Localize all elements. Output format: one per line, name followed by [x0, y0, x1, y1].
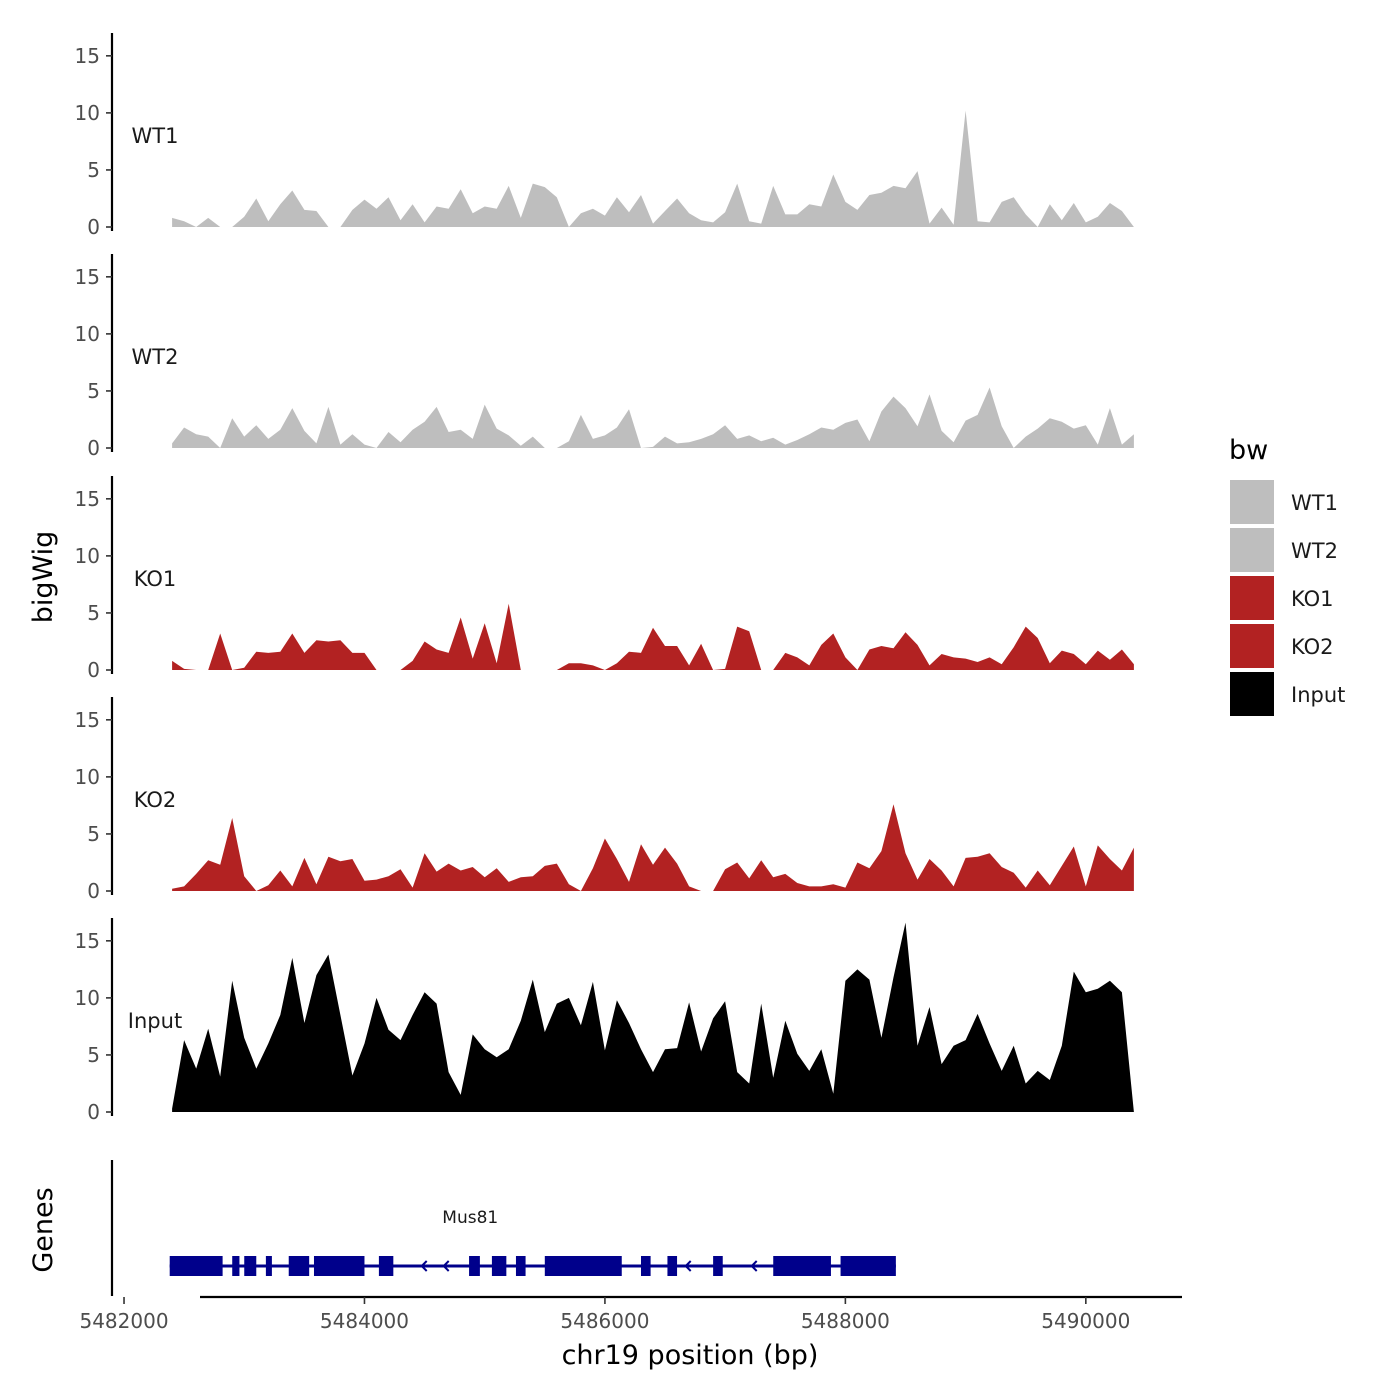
exon-8	[469, 1256, 480, 1276]
legend-label-input: Input	[1291, 683, 1345, 707]
legend-label-ko1: KO1	[1291, 587, 1334, 611]
y-tick-label-wt1-10: 10	[75, 101, 100, 125]
y-tick-label-ko1-0: 0	[87, 658, 100, 682]
genes-axis-title: Genes	[28, 1187, 59, 1272]
y-axis-title: bigWig	[28, 531, 59, 624]
panel-input: 0 5 10 15 Input	[75, 918, 1134, 1124]
legend-swatch-ko2	[1230, 624, 1274, 668]
y-tick-label-wt2-15: 15	[75, 265, 100, 289]
legend-swatch-ko1	[1230, 576, 1274, 620]
strand-arrow	[750, 1260, 758, 1272]
track-label-input: Input	[128, 1009, 182, 1033]
track-panels: 0 5 10 15 WT1 0 5 10 15 WT2 0 5 10 15 KO1 0 5 10 15 KO2 0 5 10…	[75, 33, 1134, 1124]
y-tick-label-input-10: 10	[75, 986, 100, 1010]
exon-10	[515, 1256, 526, 1276]
y-tick-label-wt1-5: 5	[87, 158, 100, 182]
strand-arrow	[684, 1260, 692, 1272]
y-tick-label-ko2-5: 5	[87, 822, 100, 846]
x-axis: 5482000 5484000 5486000 5488000 5490000	[79, 1295, 1182, 1333]
legend-swatch-input	[1230, 672, 1274, 716]
exon-2	[232, 1256, 240, 1276]
track-label-wt1: WT1	[132, 124, 179, 148]
track-label-wt2: WT2	[132, 345, 179, 369]
genes-panel: Mus81	[110, 1160, 896, 1296]
y-tick-label-wt2-10: 10	[75, 322, 100, 346]
x-tick-label-5484000: 5484000	[320, 1309, 409, 1333]
exon-9	[491, 1256, 507, 1276]
strand-arrow	[442, 1260, 450, 1272]
panel-wt1: 0 5 10 15 WT1	[75, 33, 1134, 239]
legend-label-ko2: KO2	[1291, 635, 1334, 659]
y-tick-label-wt2-5: 5	[87, 379, 100, 403]
y-tick-label-input-0: 0	[87, 1100, 100, 1124]
exon-14	[713, 1256, 723, 1276]
y-tick-label-wt2-0: 0	[87, 436, 100, 460]
y-tick-label-input-5: 5	[87, 1043, 100, 1067]
exon-15	[773, 1256, 831, 1276]
legend-title: bw	[1229, 435, 1268, 466]
y-tick-label-wt1-0: 0	[87, 215, 100, 239]
panel-wt2: 0 5 10 15 WT2	[75, 254, 1134, 460]
exon-6	[313, 1256, 365, 1276]
y-tick-label-input-15: 15	[75, 929, 100, 953]
exon-5	[288, 1256, 310, 1276]
area-ko1	[172, 603, 1134, 670]
area-wt2	[172, 387, 1134, 448]
strand-arrow	[420, 1260, 428, 1272]
x-tick-label-5482000: 5482000	[79, 1309, 168, 1333]
gene-label: Mus81	[442, 1208, 498, 1228]
y-tick-label-ko2-0: 0	[87, 879, 100, 903]
legend-swatch-wt2	[1230, 528, 1274, 572]
y-tick-label-ko1-10: 10	[75, 544, 100, 568]
panel-ko1: 0 5 10 15 KO1	[75, 476, 1134, 682]
x-tick-label-5486000: 5486000	[560, 1309, 649, 1333]
gene-mus81: Mus81	[169, 1208, 896, 1276]
area-input	[172, 922, 1134, 1112]
y-tick-label-ko1-5: 5	[87, 601, 100, 625]
legend-label-wt2: WT2	[1291, 539, 1338, 563]
y-tick-label-ko2-10: 10	[75, 765, 100, 789]
track-label-ko1: KO1	[134, 567, 177, 591]
exon-7	[378, 1256, 394, 1276]
y-tick-label-wt1-15: 15	[75, 44, 100, 68]
exon-13	[667, 1256, 678, 1276]
x-tick-label-5488000: 5488000	[801, 1309, 890, 1333]
area-wt1	[172, 110, 1134, 227]
exon-12	[640, 1256, 651, 1276]
exon-3	[244, 1256, 257, 1276]
exon-11	[544, 1256, 622, 1276]
area-ko2	[172, 804, 1134, 891]
track-label-ko2: KO2	[134, 788, 177, 812]
exon-1	[169, 1256, 223, 1276]
x-tick-label-5490000: 5490000	[1041, 1309, 1130, 1333]
exon-4	[265, 1256, 272, 1276]
y-tick-label-ko1-15: 15	[75, 487, 100, 511]
x-axis-title: chr19 position (bp)	[562, 1340, 819, 1371]
exon-16	[840, 1256, 896, 1276]
legend: bw WT1 WT2 KO1 KO2 Input	[1229, 435, 1345, 716]
legend-label-wt1: WT1	[1291, 491, 1338, 515]
legend-swatch-wt1	[1230, 480, 1274, 524]
y-tick-label-ko2-15: 15	[75, 708, 100, 732]
panel-ko2: 0 5 10 15 KO2	[75, 697, 1134, 903]
